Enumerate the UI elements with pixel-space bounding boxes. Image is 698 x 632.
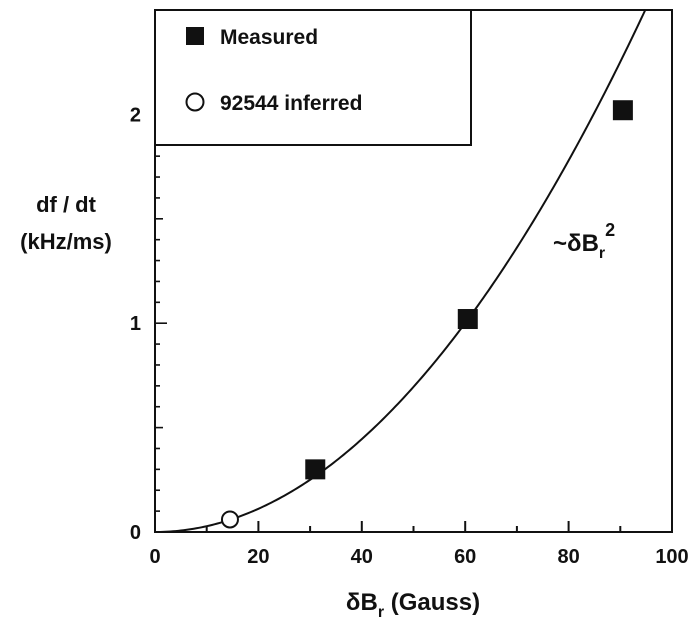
x-tick-label: 80: [557, 546, 579, 568]
legend-marker-inferred: [185, 92, 205, 112]
y-tick-label: 2: [130, 104, 141, 126]
fit-annotation-sup: 2: [605, 220, 615, 240]
data-point-inferred: [220, 510, 239, 529]
tick-labels: 0 20 40 60 80 100 0 1 2: [130, 104, 689, 568]
y-tick-label: 0: [130, 522, 141, 544]
data-points: [220, 100, 633, 529]
fit-annotation-prefix: ~δB: [553, 230, 599, 257]
fit-annotation-sub: r: [599, 245, 605, 262]
legend-box: [154, 9, 472, 146]
fit-curve-annotation: ~δBr2: [553, 220, 615, 262]
legend-marker-measured: [186, 27, 204, 45]
data-point-measured: [457, 309, 478, 330]
x-tick-label: 60: [454, 546, 476, 568]
data-point-measured: [612, 100, 633, 121]
legend: Measured 92544 inferred: [154, 9, 472, 146]
data-point-measured: [305, 459, 326, 480]
x-axis-label-sub: r: [378, 604, 384, 621]
x-tick-label: 20: [247, 546, 269, 568]
x-axis-label-symbol: δB: [346, 589, 378, 616]
x-axis-label: δBr (Gauss): [346, 589, 480, 621]
x-axis-label-units: (Gauss): [384, 589, 480, 616]
y-tick-label: 1: [130, 313, 141, 335]
x-tick-label: 100: [655, 546, 688, 568]
x-tick-label: 0: [149, 546, 160, 568]
legend-label-measured: Measured: [220, 26, 318, 49]
x-tick-label: 40: [351, 546, 373, 568]
y-axis-label-line2: (kHz/ms): [20, 229, 112, 254]
legend-label-inferred: 92544 inferred: [220, 92, 362, 115]
y-axis-label-line1: df / dt: [36, 192, 97, 217]
